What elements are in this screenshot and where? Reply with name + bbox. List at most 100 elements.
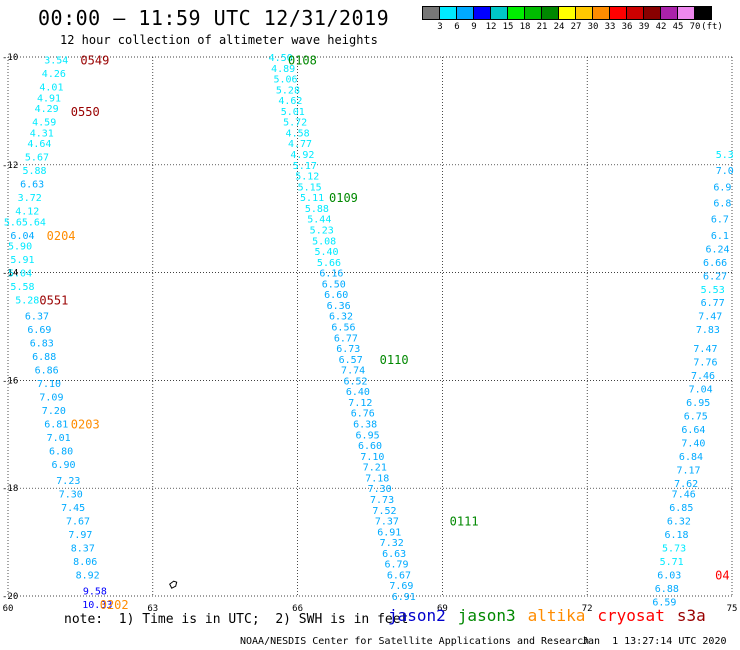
colorbar-label: 70 (689, 22, 701, 32)
wave-height-value: 7.10 (360, 452, 384, 463)
wave-height-value: 5.90 (8, 242, 32, 253)
wave-height-value: 4.29 (35, 104, 59, 115)
wave-height-value: 6.69 (27, 325, 51, 336)
wave-height-value: 7.45 (61, 503, 85, 514)
wave-height-value: 6.27 (703, 271, 727, 282)
legend-jason2: jason2 (388, 606, 446, 625)
wave-height-value: 6.91 (377, 527, 401, 538)
x-tick-label: 63 (147, 604, 158, 614)
y-tick-label: -18 (2, 484, 18, 494)
wave-height-value: 6.79 (384, 560, 408, 571)
colorbar-label: 3 (437, 22, 443, 32)
wave-height-value: 6.88 (32, 352, 56, 363)
x-tick-label: 66 (292, 604, 303, 614)
x-tick-label: 75 (727, 604, 738, 614)
colorbar-label: 27 (570, 22, 582, 32)
pass-time-label: 0551 (39, 294, 68, 308)
wave-height-value: 4.89 (271, 64, 295, 75)
wave-height-value: 7.0 (716, 166, 734, 177)
wave-height-value: 7.76 (693, 358, 717, 369)
wave-height-value: 5.67 (25, 153, 49, 164)
wave-height-value: 4.31 (30, 128, 54, 139)
legend-altika: altika (527, 606, 586, 625)
wave-height-value: 7.69 (389, 581, 413, 592)
wave-height-value: 5.91 (10, 255, 34, 266)
wave-height-value: 7.30 (59, 490, 83, 501)
wave-height-value: 4.64 (27, 139, 51, 150)
wave-height-value: 4.12 (15, 207, 39, 218)
colorbar-label: 9 (471, 22, 477, 32)
wave-height-value: 7.83 (696, 325, 720, 336)
wave-height-value: 7.62 (674, 479, 698, 490)
wave-height-value: 5.12 (295, 172, 319, 183)
wave-height-value: 6.32 (329, 312, 353, 323)
wave-height-value: 5.65.64 (4, 217, 46, 228)
wave-height-value: 6.95 (356, 430, 380, 441)
wave-height-value: 5.71 (660, 557, 684, 568)
wave-height-value: 8.92 (76, 570, 100, 581)
x-tick-label: 72 (582, 604, 593, 614)
wave-height-value: 6.18 (664, 530, 688, 541)
wave-height-value: 3.54 (44, 56, 68, 67)
wave-height-value: 5.3 (716, 150, 734, 161)
units-note: note: 1) Time is in UTC; 2) SWH is in fe… (64, 612, 409, 627)
colorbar-label: 42 (655, 22, 667, 32)
wave-height-value: 5.08 (312, 236, 336, 247)
pass-time-label: 0108 (288, 54, 317, 68)
wave-height-value: 6.81 (44, 420, 68, 431)
legend-s3a: s3a (676, 606, 706, 625)
wave-height-value: 5.40 (315, 247, 339, 258)
wave-height-value: 6.95 (686, 398, 710, 409)
colorbar (422, 6, 712, 20)
page-subtitle: 12 hour collection of altimeter wave hei… (60, 33, 378, 47)
pass-time-label: 0550 (71, 105, 100, 119)
x-tick-label: 60 (3, 604, 14, 614)
wave-height-value: 6.80 (49, 446, 73, 457)
wave-height-value: 7.30 (368, 484, 392, 495)
wave-height-value: 6.63 (20, 180, 44, 191)
colorbar-label: 45 (672, 22, 684, 32)
wave-height-value: 7.47 (698, 312, 722, 323)
wave-height-value: 3.72 (18, 193, 42, 204)
colorbar-label: (ft) (701, 22, 723, 32)
wave-height-value: 7.74 (341, 366, 365, 377)
wave-height-value: 6.90 (51, 460, 75, 471)
wave-height-value: 6.88 (655, 584, 679, 595)
wave-height-value: 6.50 (322, 279, 346, 290)
wave-height-value: 6.86 (35, 366, 59, 377)
pass-time-label: 04 (715, 568, 729, 582)
wave-height-value: 6.57 (339, 355, 363, 366)
wave-height-value: 7.12 (348, 398, 372, 409)
pass-time-label: 0204 (47, 229, 76, 243)
wave-height-value: 6.40 (346, 387, 370, 398)
wave-height-value: 6.9 (713, 182, 731, 193)
wave-height-value: 7.40 (681, 438, 705, 449)
wave-height-value: 5.23 (310, 225, 334, 236)
colorbar-label: 30 (587, 22, 599, 32)
colorbar-label: 18 (519, 22, 531, 32)
pass-time-label: 0203 (71, 418, 100, 432)
colorbar-label: 36 (621, 22, 633, 32)
pass-time-label: 0202 (100, 598, 129, 612)
wave-height-value: 6.59 (652, 597, 676, 608)
wave-height-value: 4.77 (288, 139, 312, 150)
wave-height-value: 6.1 (711, 231, 729, 242)
wave-height-value: 6.04 (10, 231, 34, 242)
wave-height-value: 6.32 (667, 517, 691, 528)
wave-height-value: 6.56 (331, 323, 355, 334)
wave-height-value: 4.50 (269, 53, 293, 64)
wave-height-value: 9.58 (83, 587, 107, 598)
wave-height-value: 5.04 (8, 269, 32, 280)
colorbar-label: 33 (604, 22, 616, 32)
wave-height-value: 5.06 (273, 75, 297, 86)
y-tick-label: -20 (2, 592, 18, 602)
y-tick-label: -14 (2, 269, 18, 279)
wave-height-value: 7.97 (68, 530, 92, 541)
wave-height-value: 7.46 (672, 490, 696, 501)
y-tick-label: -12 (2, 161, 18, 171)
wave-height-value: 6.60 (324, 290, 348, 301)
wave-height-value: 6.16 (319, 269, 343, 280)
wave-height-value: 7.20 (42, 406, 66, 417)
wave-height-value: 7.73 (370, 495, 394, 506)
